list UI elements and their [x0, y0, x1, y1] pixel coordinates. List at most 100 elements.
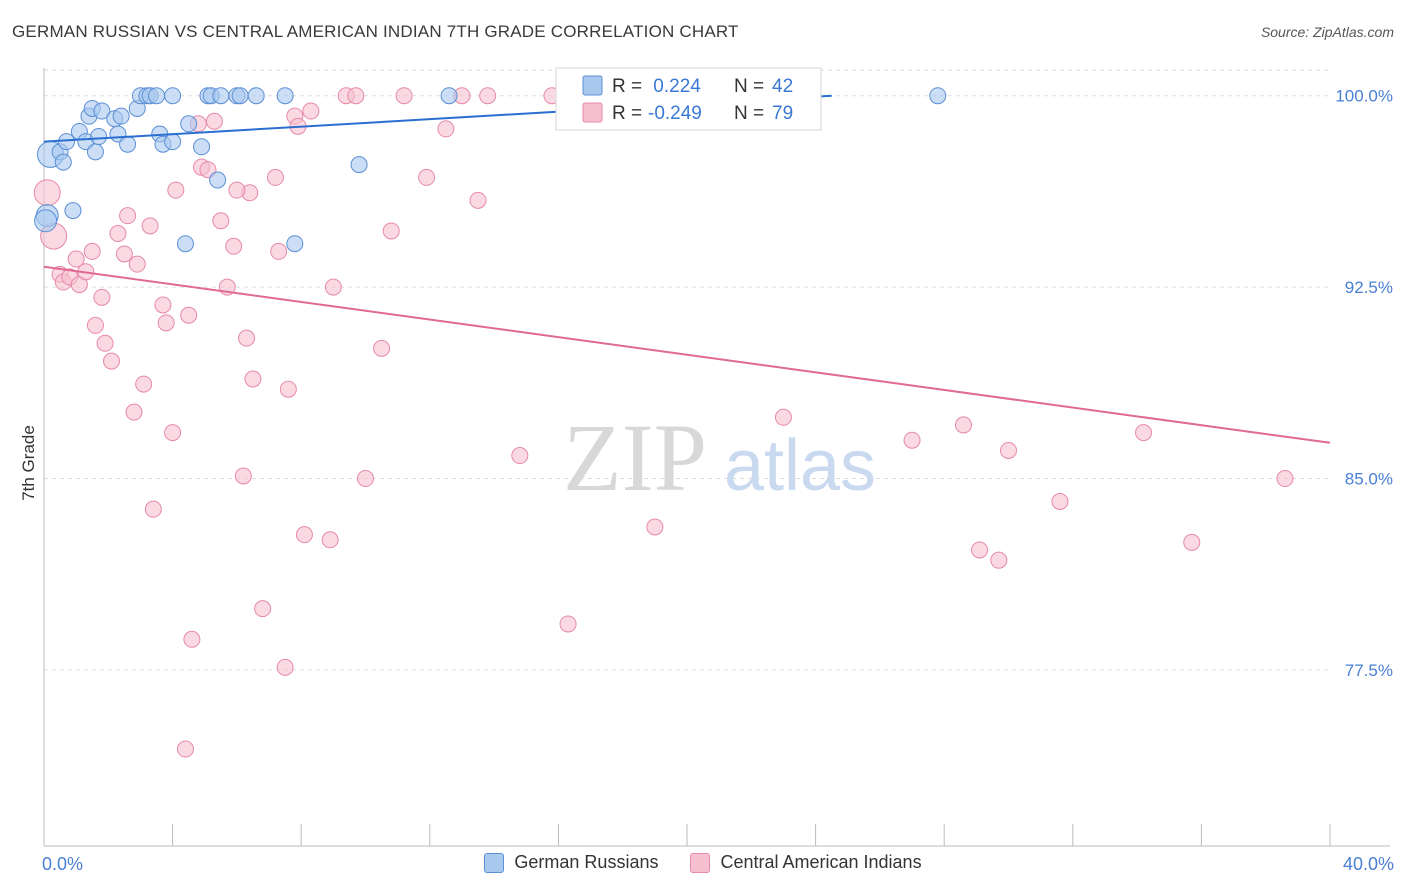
data-point [180, 115, 198, 133]
data-point [164, 87, 182, 105]
pink-r-label: R = [612, 103, 642, 124]
correlation-legend-box: R = 0.224 N = 42 R = -0.249 N = 79 [555, 67, 822, 131]
legend-swatch-pink [690, 852, 711, 873]
data-point [109, 225, 127, 243]
data-point [141, 217, 159, 235]
data-point [646, 518, 664, 536]
blue-n-label: N = [734, 76, 764, 97]
data-point [559, 615, 577, 633]
data-point [93, 288, 111, 306]
legend-item-central-american-indians[interactable]: Central American Indians [690, 852, 922, 873]
watermark: ZIP atlas [563, 404, 876, 511]
data-point [1183, 533, 1201, 551]
data-point [67, 250, 85, 268]
blue-n-value: 42 [772, 76, 793, 97]
data-point [157, 314, 175, 332]
blue-r-value: 0.224 [648, 76, 701, 97]
data-point [90, 128, 108, 146]
data-point [276, 87, 294, 105]
data-point [440, 87, 458, 105]
data-point [990, 551, 1008, 569]
x-tick-label: 0.0% [42, 854, 83, 874]
gridlines [44, 69, 1330, 671]
data-point [373, 339, 391, 357]
data-point [112, 107, 130, 125]
data-point [357, 470, 374, 488]
blue-r-label: R = [612, 76, 642, 97]
data-point [212, 212, 230, 230]
data-point [254, 600, 272, 618]
data-point [247, 87, 265, 105]
blue-stat-swatch [582, 75, 603, 96]
data-point [205, 112, 223, 130]
tick-labels: 100.0% 92.5% 85.0% 77.5% 0.0% 40.0% [42, 87, 1394, 874]
data-point [511, 447, 529, 465]
legend-item-german-russians[interactable]: German Russians [484, 852, 658, 873]
data-point [244, 370, 262, 388]
data-point [903, 431, 921, 449]
y-tick-label: 85.0% [1345, 470, 1393, 489]
pink-n-label: N = [734, 103, 764, 124]
data-point [115, 245, 133, 263]
axes [43, 68, 1390, 847]
data-point [164, 424, 182, 442]
data-point [437, 120, 455, 138]
data-point [103, 352, 121, 370]
data-point [1135, 424, 1153, 442]
data-point [418, 168, 436, 186]
data-point [347, 87, 365, 105]
pink-n-value: 79 [772, 103, 793, 124]
pink-r-value: -0.249 [648, 103, 702, 124]
chart-title: GERMAN RUSSIAN VS CENTRAL AMERICAN INDIA… [12, 22, 739, 41]
data-point [479, 87, 497, 105]
data-point [154, 296, 172, 314]
data-point [148, 87, 166, 105]
data-point [1000, 441, 1017, 459]
data-point [164, 133, 182, 151]
data-point [86, 316, 104, 334]
data-point [93, 102, 111, 120]
data-point [125, 403, 143, 421]
data-point [209, 171, 227, 189]
data-point [321, 531, 339, 549]
pink-stat-swatch [582, 102, 603, 123]
data-point [119, 207, 137, 225]
y-tick-label: 77.5% [1345, 661, 1393, 680]
data-point [774, 408, 792, 426]
data-point [238, 329, 256, 347]
data-point [34, 209, 58, 233]
data-point [929, 87, 947, 105]
data-point [180, 306, 198, 324]
data-point [286, 235, 304, 253]
legend: German Russians Central American Indians [0, 852, 1406, 873]
data-point [395, 87, 413, 105]
data-point [33, 179, 61, 207]
trend-line-pink [43, 265, 1331, 444]
data-point [1051, 492, 1069, 510]
data-point [302, 102, 320, 120]
data-point [135, 375, 153, 393]
data-point [954, 416, 972, 434]
data-point [266, 168, 284, 186]
data-point [212, 87, 230, 105]
data-point [276, 658, 294, 676]
data-point [176, 740, 194, 758]
data-point [324, 278, 342, 296]
legend-label-central-american-indians: Central American Indians [720, 852, 922, 872]
data-point [234, 467, 252, 485]
data-point [86, 143, 104, 161]
data-point [270, 242, 288, 260]
x-tick-label: 40.0% [1343, 854, 1394, 874]
data-point [167, 181, 185, 199]
data-point [225, 237, 243, 255]
y-tick-label: 92.5% [1345, 278, 1393, 297]
legend-label-german-russians: German Russians [514, 852, 659, 872]
data-point [971, 541, 989, 559]
data-point [83, 242, 101, 260]
data-point [54, 153, 72, 171]
y-tick-label: 100.0% [1335, 87, 1393, 106]
data-point [119, 135, 137, 153]
data-point [228, 181, 246, 199]
data-point [382, 222, 400, 240]
